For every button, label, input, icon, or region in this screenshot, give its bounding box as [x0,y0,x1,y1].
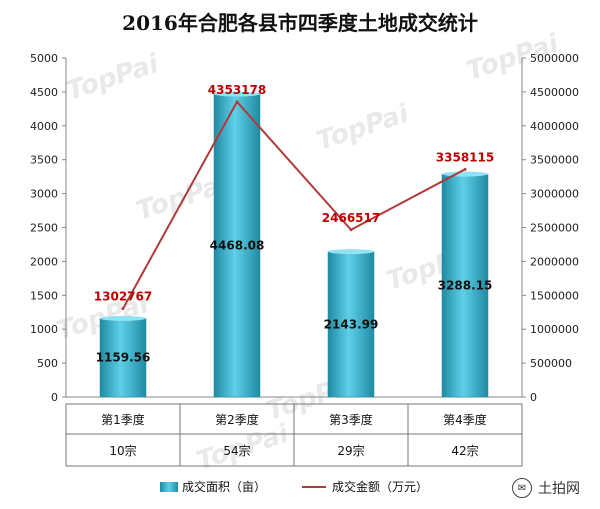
line-point [235,100,239,104]
bar-value-label: 3288.15 [438,279,493,293]
bar [99,318,147,398]
category-label: 第2季度 [215,412,259,427]
bar-top [328,249,374,255]
right-tick-label: 1000000 [530,323,579,336]
count-label: 29宗 [337,443,364,458]
line-path [122,100,466,310]
left-tick-label: 5000 [30,52,58,65]
count-label: 54宗 [223,443,250,458]
line-series: 1302767 4353178 2466517 3358115 [94,83,494,311]
category-label: 第3季度 [329,412,373,427]
bar [213,93,261,398]
line-point [349,228,353,232]
line-point [121,307,125,311]
count-label: 10宗 [109,443,136,458]
left-tick-label: 3500 [30,154,58,167]
legend-bar-label: 成交面积（亩） [182,479,266,494]
left-tick-label: 2000 [30,255,58,268]
bar-value-label: 2143.99 [324,317,379,331]
watermark-text: TopPai [63,49,163,107]
brand-mark: ✉ 土拍网 [512,478,580,498]
right-tick-label: 4000000 [530,120,579,133]
line-value-label: 4353178 [208,83,266,97]
left-tick-label: 4500 [30,86,58,99]
brand-name: 土拍网 [538,481,580,497]
bar [441,173,489,398]
right-tick-label: 5000000 [530,52,579,65]
legend-bar-swatch [160,482,178,492]
right-tick-label: 2000000 [530,255,579,268]
chat-bubble-icon: ✉ [512,478,532,498]
count-label: 42宗 [451,443,478,458]
bar-series: 1159.56 4468.08 2143.99 3288.15 [96,91,493,398]
left-tick-label: 500 [37,357,58,370]
left-tick-label: 3000 [30,188,58,201]
category-table: 第1季度 10宗 第2季度 54宗 第3季度 29宗 第4季度 42宗 [65,403,523,467]
watermark-text: TopPai [313,99,413,157]
chart-title: 2016年合肥各县市四季度土地成交统计 [122,11,478,35]
right-tick-label: 1500000 [530,289,579,302]
right-tick-label: 2500000 [530,222,579,235]
line-value-label: 2466517 [322,211,380,225]
right-tick-label: 4500000 [530,86,579,99]
bar-value-label: 1159.56 [96,351,151,365]
left-tick-label: 2500 [30,222,58,235]
bar-top [214,91,260,97]
legend: 成交面积（亩） 成交金额（万元） [160,479,428,494]
left-tick-label: 0 [51,391,58,404]
line-value-label: 3358115 [436,150,494,164]
bar-value-label: 4468.08 [210,239,265,253]
bar-top [100,315,146,321]
legend-line-label: 成交金额（万元） [332,479,428,494]
right-tick-label: 3500000 [530,154,579,167]
right-tick-label: 500000 [530,357,572,370]
line-value-label: 1302767 [94,290,152,304]
line-point [463,167,467,171]
right-tick-label: 0 [530,391,537,404]
right-tick-label: 3000000 [530,188,579,201]
category-label: 第1季度 [101,412,145,427]
bar-top [442,171,488,177]
left-tick-label: 1000 [30,323,58,336]
category-label: 第4季度 [443,412,487,427]
left-tick-label: 4000 [30,120,58,133]
left-tick-label: 1500 [30,289,58,302]
bar [327,251,375,398]
